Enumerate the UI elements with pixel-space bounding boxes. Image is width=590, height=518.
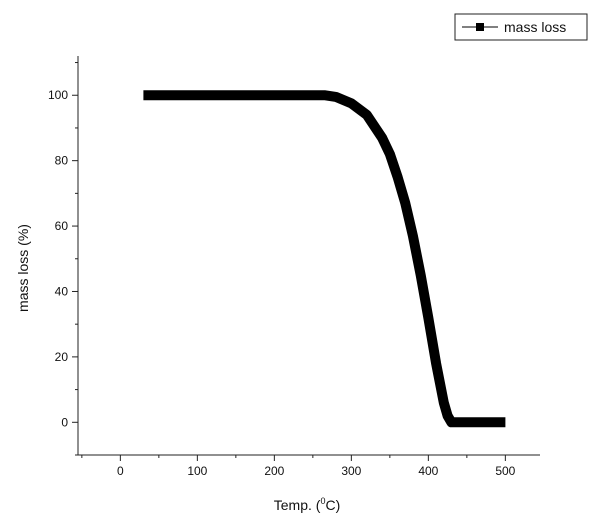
x-tick-label: 100 xyxy=(187,464,207,478)
legend-marker-square xyxy=(476,23,484,31)
x-axis-title-sup: 0 xyxy=(320,496,325,506)
y-tick-label: 0 xyxy=(61,415,68,429)
y-tick-label: 40 xyxy=(55,284,69,298)
y-tick-label: 60 xyxy=(55,219,69,233)
y-tick-label: 20 xyxy=(55,350,69,364)
legend: mass loss xyxy=(454,13,588,41)
x-tick-label: 500 xyxy=(495,464,515,478)
x-axis-title: Temp. (0C) xyxy=(274,496,340,513)
x-axis-title-prefix: Temp. ( xyxy=(274,497,321,513)
y-tick-label: 80 xyxy=(55,154,69,168)
plot-area xyxy=(143,90,506,428)
x-axis-title-suffix: C) xyxy=(325,497,340,513)
x-tick-label: 300 xyxy=(341,464,361,478)
x-tick-label: 0 xyxy=(117,464,124,478)
ticks: 0 100 200 300 400 500 0 20 40 60 80 100 xyxy=(48,62,516,478)
x-tick-label: 200 xyxy=(264,464,284,478)
x-tick-label: 400 xyxy=(418,464,438,478)
series-line-0 xyxy=(143,90,506,428)
legend-label: mass loss xyxy=(504,19,566,35)
y-axis-title: mass loss (%) xyxy=(15,224,31,312)
y-tick-label: 100 xyxy=(48,88,68,102)
axes xyxy=(77,56,540,456)
